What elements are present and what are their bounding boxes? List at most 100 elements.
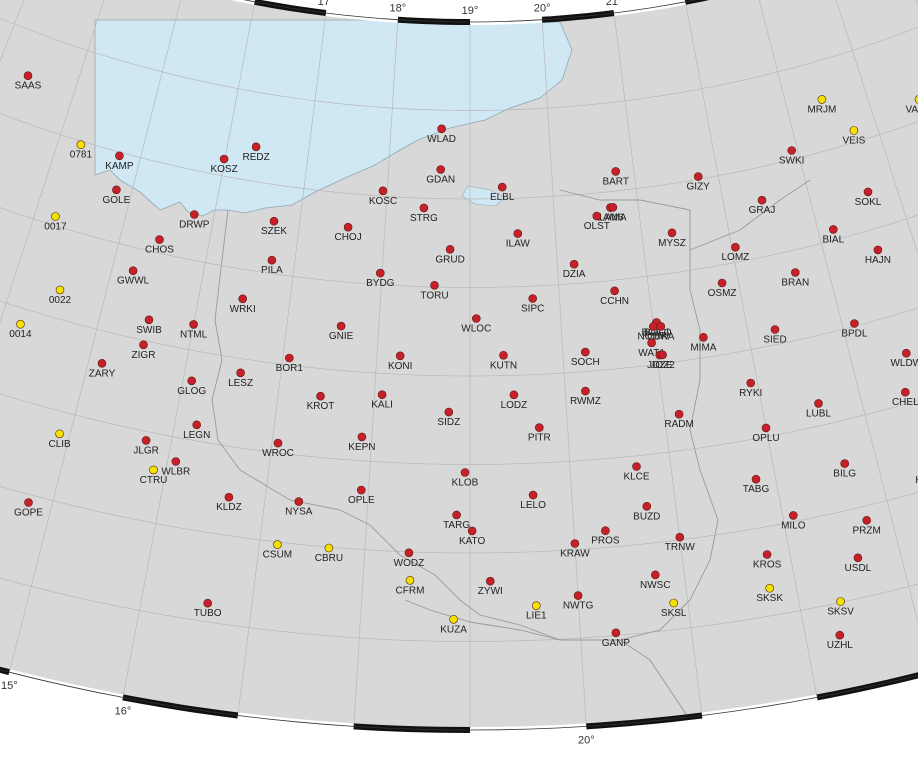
station-bart: BART (602, 167, 629, 187)
station-marker-yellow (669, 598, 679, 608)
station-label: KOSC (369, 196, 397, 207)
station-0022: 0022 (49, 285, 72, 306)
station-marker-red (203, 598, 212, 608)
station-marker-red (757, 195, 767, 205)
graticule-labels: 12°13°14°15°16°17°18°19°20°21°22°23°24°2… (1, 0, 622, 746)
lon-label-top: 17° (318, 0, 335, 8)
station-label: GANP (602, 638, 631, 649)
station-marker-red (573, 591, 583, 600)
station-kros: KROS (753, 550, 782, 571)
station-label: BYDG (366, 278, 395, 289)
station-label: LOMZ (722, 252, 750, 263)
station-label: WLAD (427, 134, 456, 145)
station-swib: SWIB (136, 315, 162, 336)
station-marker-red (452, 510, 461, 520)
station-marker-red (746, 378, 756, 388)
station-marker-red (236, 368, 245, 378)
lon-label-top: 18° (390, 3, 407, 15)
station-label: DRWP (179, 220, 210, 231)
station-label: CHEL (892, 397, 918, 408)
station-ctru: CTRU (140, 465, 168, 486)
station-wloc: WLOC (461, 314, 491, 335)
station-clib: CLIB (48, 429, 71, 450)
station-label: KEPN (348, 442, 375, 453)
station-sied: SIED (763, 325, 787, 346)
station-marker-red (444, 407, 454, 417)
station-marker-red (788, 511, 798, 520)
station-label: SIPC (521, 304, 544, 315)
station-strg: STRG (410, 203, 438, 224)
station-label: CFRM (396, 585, 425, 596)
station-gope: GOPE (14, 498, 43, 519)
station-marker-red (787, 146, 797, 155)
station-marker-red (471, 314, 481, 323)
station-marker-red (790, 268, 800, 277)
station-label: PRZM (853, 525, 881, 536)
station-marker-red (835, 630, 845, 640)
station-kutn: KUTN (490, 350, 517, 371)
station-marker-red (761, 423, 771, 433)
station-label: WLOC (461, 324, 491, 335)
station-chel: CHEL (892, 387, 918, 408)
station-label: LEGN (183, 430, 210, 441)
station-label: OPLE (348, 495, 375, 506)
station-label: KLCE (623, 472, 649, 483)
station-label: CHOJ (334, 232, 361, 243)
station-marker-red (97, 358, 107, 368)
station-swki: SWKI (779, 146, 804, 167)
station-wlbr: WLBR (161, 457, 190, 478)
station-marker-red (650, 570, 660, 580)
parallel (0, 153, 918, 288)
country-borders (211, 179, 811, 721)
station-label: USDL (845, 563, 872, 574)
station-marker-red (273, 438, 283, 448)
station-krot: KROT (307, 391, 334, 412)
station-label: RWMZ (570, 396, 601, 407)
station-marker-red (24, 498, 33, 507)
station-bor1: BOR1 (276, 353, 303, 374)
parallel (0, 394, 918, 554)
station-marker-red (377, 390, 387, 400)
station-label: CTRU (140, 475, 168, 486)
station-marker-red (569, 259, 579, 269)
station-ntml: NTML (180, 320, 208, 340)
station-usdl: USDL (845, 553, 872, 574)
station-marker-yellow (836, 597, 845, 606)
station-label: KLDZ (216, 502, 242, 513)
station-drwp: DRWP (179, 210, 210, 231)
station-jlgr: JLGR (133, 436, 159, 456)
station-marker-red (534, 423, 544, 432)
stations-layer: SAAS WLAD REDZ KOSZ GDAN ELBL BART KOSC STRG 0781… (9, 71, 918, 651)
station-label: ZARY (89, 368, 116, 379)
station-veis: VEIS (843, 126, 866, 147)
station-label: KOSZ (210, 164, 237, 175)
station-marker-red (840, 459, 850, 468)
station-marker-red (467, 526, 477, 536)
parallel (0, 0, 918, 111)
station-label: WRKI (230, 304, 256, 315)
lon-label-bottom: 15° (1, 680, 18, 692)
station-label: LUBL (806, 408, 831, 419)
station-label: PILA (261, 265, 283, 276)
frame-scale-bars (0, 0, 918, 733)
station-label: TARG (443, 520, 470, 531)
station-label: SAAS (15, 81, 42, 92)
station-marker-red (528, 490, 538, 500)
station-marker-red (128, 266, 138, 276)
station-marker-red (485, 576, 495, 586)
station-marker-red (647, 338, 656, 348)
station-marker-red (23, 71, 33, 80)
station-kato: KATO (459, 526, 485, 547)
station-label: MYSZ (658, 238, 686, 249)
station-sidz: SIDZ (437, 407, 460, 428)
station-graj: GRAJ (749, 195, 775, 216)
station-label: CBRU (315, 553, 343, 564)
station-label: GOPE (14, 508, 43, 519)
station-lelo: LELO (520, 490, 546, 511)
station-label: RADM (664, 419, 693, 430)
station-marker-yellow (817, 95, 827, 104)
station-label: NTML (180, 329, 208, 340)
station-marker-red (499, 350, 508, 360)
station-marker-red (171, 457, 181, 466)
station-bran: BRAN (781, 268, 809, 289)
